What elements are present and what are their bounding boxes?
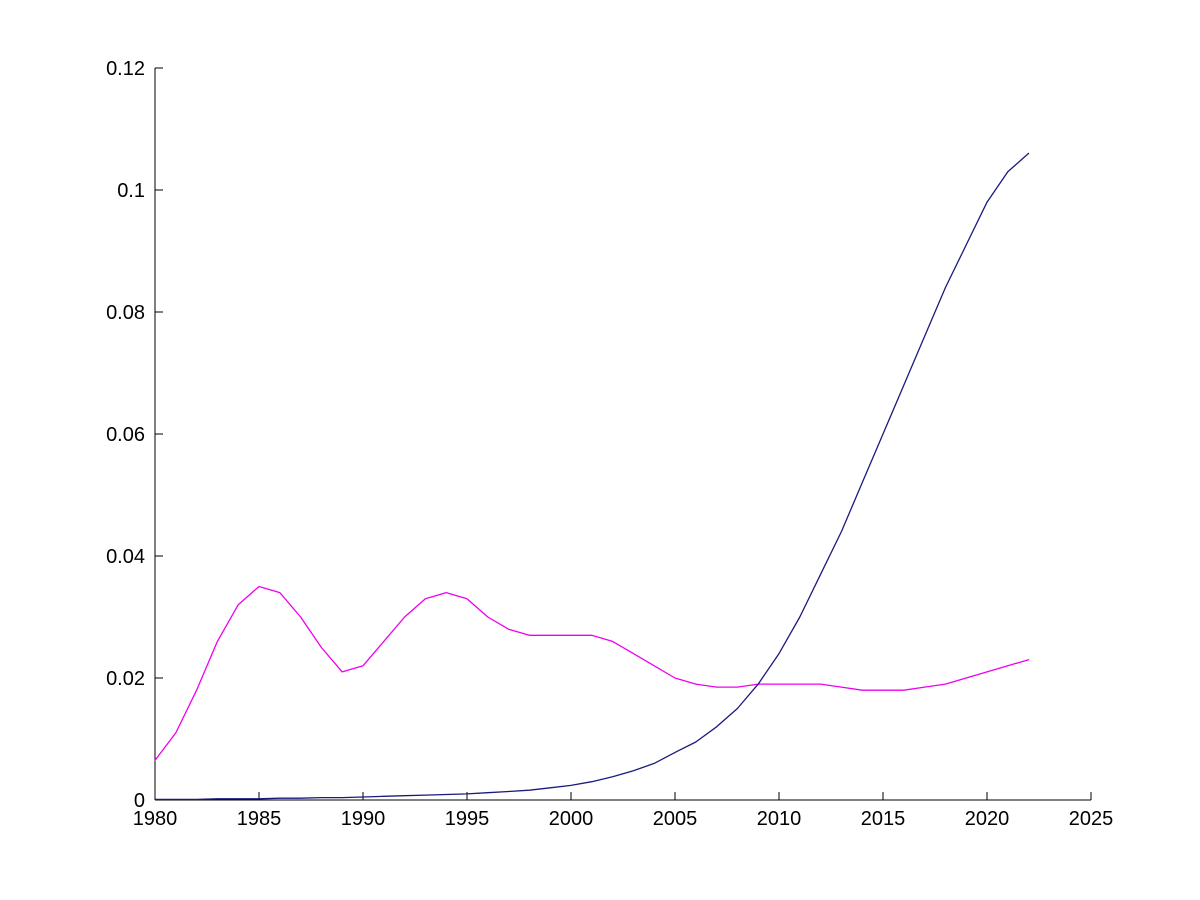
x-tick-label: 2025 <box>1069 808 1114 830</box>
x-tick-label: 2015 <box>861 808 906 830</box>
x-tick-label: 2000 <box>549 808 594 830</box>
x-tick-label: 1985 <box>237 808 282 830</box>
y-tick-label: 0.02 <box>106 668 145 690</box>
x-tick-label: 1995 <box>445 808 490 830</box>
x-tick-label: 1990 <box>341 808 386 830</box>
x-tick-label: 2010 <box>757 808 802 830</box>
y-tick-label: 0.08 <box>106 302 145 324</box>
series-magenta-series <box>154 585 1030 762</box>
y-tick-label: 0 <box>134 790 145 812</box>
y-tick-label: 0.12 <box>106 58 145 80</box>
x-tick-label: 2020 <box>965 808 1010 830</box>
y-tick-label: 0.06 <box>106 424 145 446</box>
y-tick-label: 0.04 <box>106 546 145 568</box>
y-tick-label: 0.1 <box>117 180 145 202</box>
series-dark-blue-series <box>154 152 1030 801</box>
x-tick-label: 2005 <box>653 808 698 830</box>
x-tick-label: 1980 <box>133 808 178 830</box>
